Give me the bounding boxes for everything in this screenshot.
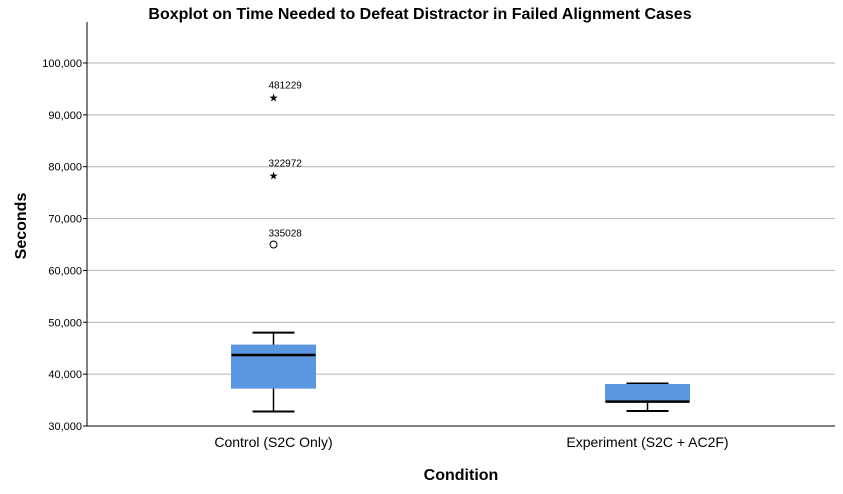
y-tick-label: 80,000 — [48, 162, 82, 174]
y-tick-label: 70,000 — [48, 214, 82, 226]
iqr-box — [605, 384, 690, 403]
gridlines — [87, 62, 835, 375]
y-axis-title: Seconds — [13, 193, 30, 260]
axes — [83, 22, 835, 427]
y-tick-label: 90,000 — [48, 110, 82, 122]
boxes — [231, 331, 690, 413]
x-axis-ticks: Control (S2C Only) Experiment (S2C + AC2F… — [214, 434, 728, 450]
y-tick-label: 40,000 — [48, 369, 82, 381]
iqr-box — [231, 344, 316, 389]
outlier-label: 481229 — [269, 81, 303, 92]
outlier-label: 322972 — [269, 158, 303, 169]
x-tick-label: Experiment (S2C + AC2F) — [566, 434, 728, 450]
outlier-star: ★ — [269, 92, 279, 105]
y-tick-label: 100,000 — [42, 58, 82, 70]
y-axis-ticks: 30,000 40,000 50,000 60,000 70,000 80,000 90,0… — [42, 58, 82, 433]
x-axis-title: Condition — [424, 467, 499, 484]
y-tick-label: 30,000 — [48, 421, 82, 433]
outlier-circle — [269, 240, 278, 249]
y-tick-label: 50,000 — [48, 317, 82, 329]
chart-title: Boxplot on Time Needed to Defeat Distrac… — [148, 6, 691, 23]
y-tick-label: 60,000 — [48, 265, 82, 277]
box-0 — [231, 331, 316, 413]
box-1 — [605, 382, 690, 412]
outliers: 335028★322972★481229 — [269, 81, 303, 249]
outlier-star: ★ — [269, 169, 279, 182]
outlier-label: 335028 — [269, 229, 303, 240]
x-tick-label: Control (S2C Only) — [214, 434, 332, 450]
